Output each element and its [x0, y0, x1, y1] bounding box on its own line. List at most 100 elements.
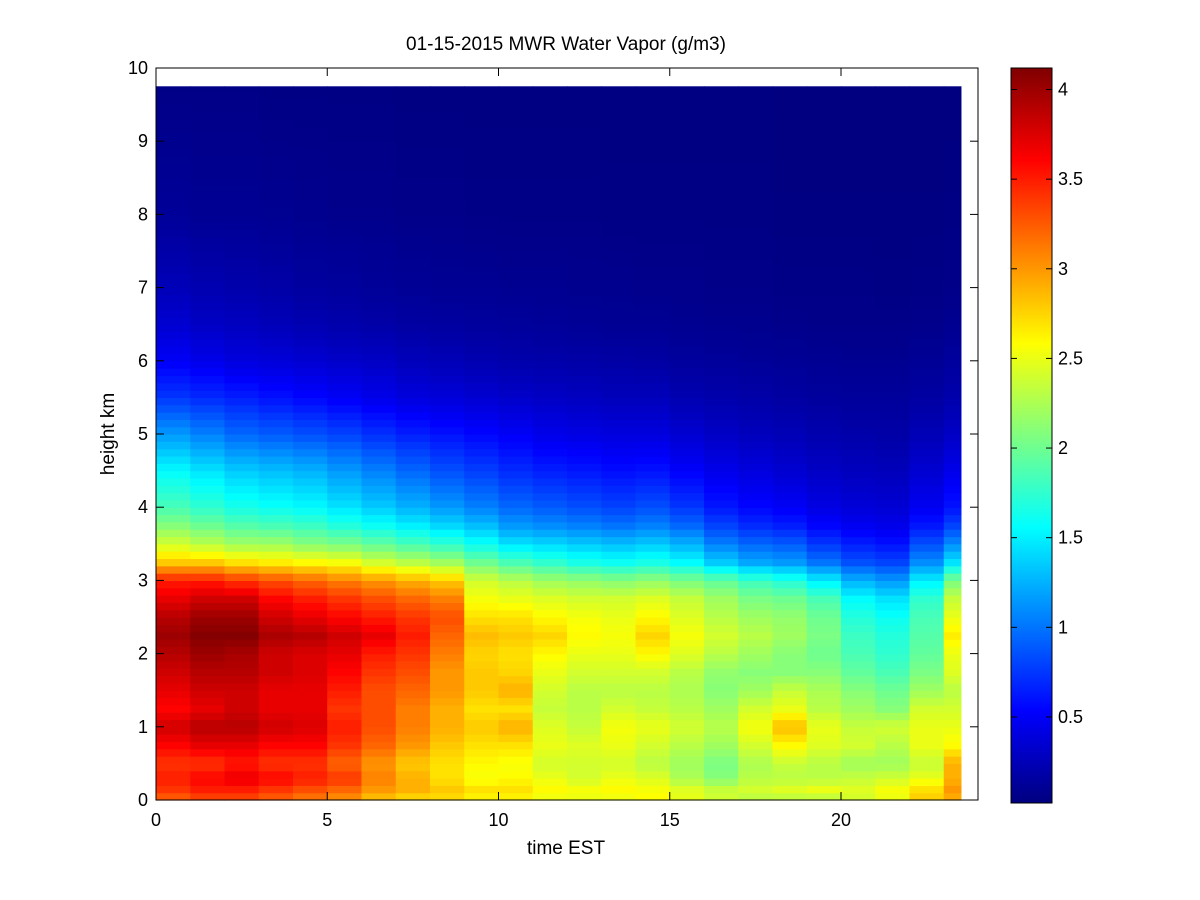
- heatmap-cell: [156, 331, 191, 340]
- heatmap-cell: [430, 280, 465, 289]
- heatmap-cell: [635, 507, 671, 516]
- heatmap-cell: [258, 287, 294, 296]
- heatmap-cell: [601, 624, 637, 633]
- heatmap-cell: [361, 412, 397, 420]
- heatmap-cell: [361, 690, 397, 699]
- heatmap-cell: [943, 382, 962, 391]
- heatmap-cell: [841, 243, 876, 252]
- heatmap-cell: [772, 609, 808, 618]
- heatmap-cell: [601, 368, 637, 377]
- heatmap-cell: [430, 719, 465, 728]
- heatmap-cell: [258, 192, 294, 201]
- heatmap-cell: [498, 470, 534, 479]
- heatmap-cell: [498, 170, 534, 179]
- heatmap-cell: [258, 86, 294, 91]
- heatmap-cell: [224, 690, 260, 699]
- heatmap-cell: [430, 419, 465, 428]
- heatmap-cell: [841, 529, 876, 538]
- heatmap-cell: [601, 126, 637, 135]
- heatmap-cell: [430, 573, 465, 581]
- heatmap-cell: [464, 763, 500, 772]
- heatmap-cell: [704, 726, 739, 735]
- heatmap-cell: [772, 455, 808, 464]
- heatmap-cell: [738, 404, 774, 413]
- heatmap-cell: [704, 89, 739, 98]
- heatmap-cell: [806, 770, 842, 779]
- heatmap-cell: [498, 653, 534, 662]
- heatmap-cell: [943, 624, 962, 633]
- heatmap-cell: [258, 280, 294, 289]
- heatmap-cell: [704, 346, 739, 355]
- heatmap-cell: [293, 309, 328, 318]
- heatmap-cell: [738, 485, 774, 494]
- heatmap-cell: [943, 609, 962, 618]
- heatmap-cell: [567, 682, 602, 691]
- heatmap-cell: [635, 463, 671, 472]
- heatmap-cell: [943, 390, 962, 398]
- heatmap-cell: [704, 236, 739, 245]
- heatmap-cell: [806, 492, 842, 501]
- heatmap-cell: [635, 551, 671, 560]
- heatmap-cell: [875, 89, 911, 98]
- heatmap-cell: [190, 551, 226, 560]
- heatmap-cell: [532, 631, 568, 640]
- heatmap-cell: [841, 155, 876, 164]
- heatmap-cell: [567, 463, 602, 472]
- heatmap-cell: [875, 668, 911, 677]
- heatmap-cell: [532, 448, 568, 457]
- heatmap-cell: [156, 624, 191, 633]
- heatmap-cell: [669, 763, 705, 772]
- x-tick-label: 15: [660, 810, 680, 830]
- heatmap-cell: [806, 199, 842, 208]
- heatmap-cell: [806, 434, 842, 442]
- heatmap-cell: [327, 792, 363, 801]
- heatmap-cell: [841, 624, 876, 633]
- heatmap-cell: [601, 470, 637, 479]
- heatmap-cell: [258, 119, 294, 128]
- heatmap-cell: [601, 580, 637, 589]
- heatmap-cell: [361, 251, 397, 259]
- heatmap-cell: [464, 86, 500, 91]
- heatmap-cell: [361, 675, 397, 684]
- heatmap-cell: [567, 741, 602, 750]
- heatmap-cell: [875, 587, 911, 596]
- heatmap-cell: [464, 199, 500, 208]
- heatmap-cell: [943, 331, 962, 340]
- heatmap-cell: [943, 675, 962, 684]
- heatmap-cell: [430, 426, 465, 435]
- heatmap-cell: [464, 324, 500, 333]
- x-tick-label: 0: [151, 810, 161, 830]
- heatmap-cell: [772, 272, 808, 281]
- heatmap-cell: [327, 719, 363, 728]
- heatmap-cell: [943, 258, 962, 267]
- heatmap-cell: [738, 346, 774, 355]
- heatmap-cell: [156, 170, 191, 179]
- heatmap-cell: [806, 565, 842, 574]
- heatmap-cell: [635, 514, 671, 523]
- heatmap-cell: [635, 792, 671, 801]
- heatmap-cell: [567, 104, 602, 113]
- heatmap-cell: [909, 265, 945, 274]
- heatmap-cell: [841, 543, 876, 552]
- heatmap-cell: [293, 236, 328, 245]
- heatmap-cell: [293, 170, 328, 179]
- heatmap-cell: [943, 565, 962, 574]
- heatmap-cell: [772, 104, 808, 113]
- heatmap-cell: [669, 426, 705, 435]
- heatmap-cell: [875, 441, 911, 450]
- heatmap-cell: [567, 448, 602, 457]
- heatmap-cell: [464, 353, 500, 362]
- heatmap-cell: [156, 207, 191, 215]
- heatmap-cell: [395, 602, 431, 611]
- heatmap-cell: [327, 419, 363, 428]
- heatmap-cell: [293, 470, 328, 479]
- heatmap-cell: [464, 280, 500, 289]
- heatmap-cell: [224, 441, 260, 450]
- heatmap-cell: [704, 104, 739, 113]
- heatmap-cell: [806, 229, 842, 237]
- heatmap-cell: [258, 653, 294, 662]
- heatmap-cell: [395, 543, 431, 552]
- heatmap-cell: [224, 89, 260, 98]
- heatmap-cell: [772, 375, 808, 384]
- heatmap-cell: [258, 580, 294, 589]
